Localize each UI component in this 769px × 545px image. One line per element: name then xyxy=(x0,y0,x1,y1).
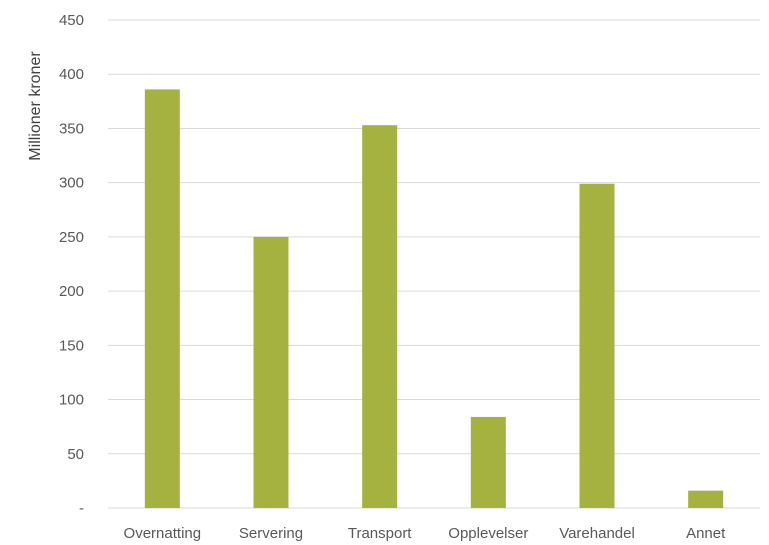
y-axis-tick-labels: - 50 100 150 200 250 300 350 400 450 xyxy=(59,12,84,517)
y-tick-label: 450 xyxy=(59,12,84,29)
x-category-label: Transport xyxy=(348,525,412,542)
x-category-label: Servering xyxy=(239,525,303,542)
y-axis-title: Millioner kroner xyxy=(27,51,44,161)
y-tick-label: - xyxy=(79,500,84,517)
x-category-label: Opplevelser xyxy=(448,525,528,542)
bar xyxy=(144,89,180,508)
y-tick-label: 100 xyxy=(59,392,84,409)
y-tick-label: 400 xyxy=(59,66,84,83)
y-tick-label: 350 xyxy=(59,120,84,137)
bar xyxy=(579,183,615,509)
gridlines xyxy=(108,19,760,509)
bars xyxy=(144,89,724,509)
y-tick-label: 300 xyxy=(59,175,84,192)
bar xyxy=(253,236,289,508)
bar xyxy=(470,416,506,508)
bar xyxy=(362,125,398,509)
y-tick-label: 250 xyxy=(59,229,84,246)
y-tick-label: 150 xyxy=(59,337,84,354)
x-axis-category-labels: Overnatting Servering Transport Opplevelser… xyxy=(124,525,727,542)
x-category-label: Annet xyxy=(686,525,726,542)
bar xyxy=(688,490,724,508)
x-category-label: Overnatting xyxy=(124,525,202,542)
y-tick-label: 200 xyxy=(59,283,84,300)
y-tick-label: 50 xyxy=(67,446,84,463)
x-category-label: Varehandel xyxy=(559,525,635,542)
